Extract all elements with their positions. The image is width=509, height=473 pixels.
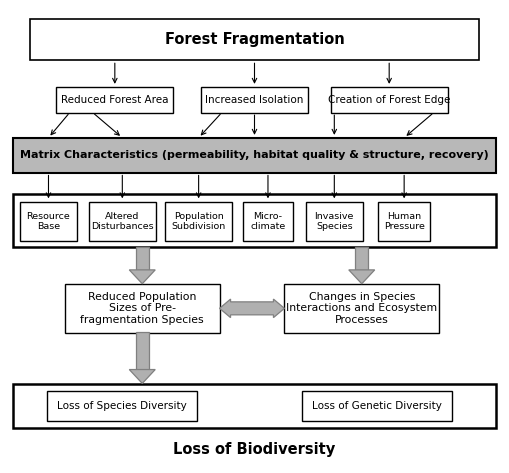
FancyBboxPatch shape [13,138,496,173]
Polygon shape [129,270,155,284]
Text: Loss of Species Diversity: Loss of Species Diversity [58,401,187,411]
Text: Forest Fragmentation: Forest Fragmentation [164,32,345,47]
Text: Reduced Population
Sizes of Pre-
fragmentation Species: Reduced Population Sizes of Pre- fragmen… [80,292,204,325]
Text: Matrix Characteristics (permeability, habitat quality & structure, recovery): Matrix Characteristics (permeability, ha… [20,150,489,160]
Text: Changes in Species
Interactions and Ecosystem
Processes: Changes in Species Interactions and Ecos… [286,292,437,325]
FancyBboxPatch shape [243,201,293,241]
FancyBboxPatch shape [47,391,197,421]
FancyBboxPatch shape [201,87,308,113]
FancyBboxPatch shape [20,201,77,241]
Text: Reduced Forest Area: Reduced Forest Area [61,95,168,105]
Polygon shape [135,247,149,270]
Text: Increased Isolation: Increased Isolation [205,95,304,105]
FancyBboxPatch shape [302,391,451,421]
FancyBboxPatch shape [378,201,430,241]
Text: Micro-
climate: Micro- climate [250,211,286,231]
Polygon shape [129,369,155,384]
FancyBboxPatch shape [56,87,174,113]
FancyBboxPatch shape [65,284,219,333]
Polygon shape [349,270,375,284]
Text: Population
Subdivision: Population Subdivision [172,211,226,231]
FancyBboxPatch shape [89,201,156,241]
Polygon shape [219,299,285,318]
Text: Loss of Genetic Diversity: Loss of Genetic Diversity [312,401,442,411]
Polygon shape [355,247,369,270]
Text: Human
Pressure: Human Pressure [384,211,425,231]
FancyBboxPatch shape [330,87,448,113]
Text: Resource
Base: Resource Base [26,211,70,231]
FancyBboxPatch shape [30,18,479,61]
FancyBboxPatch shape [165,201,232,241]
FancyBboxPatch shape [13,193,496,247]
Text: Creation of Forest Edge: Creation of Forest Edge [328,95,450,105]
Text: Altered
Disturbances: Altered Disturbances [91,211,154,231]
Text: Invasive
Species: Invasive Species [315,211,354,231]
FancyBboxPatch shape [305,201,363,241]
Polygon shape [135,333,149,369]
FancyBboxPatch shape [285,284,439,333]
FancyBboxPatch shape [13,384,496,428]
Text: Loss of Biodiversity: Loss of Biodiversity [174,442,335,457]
